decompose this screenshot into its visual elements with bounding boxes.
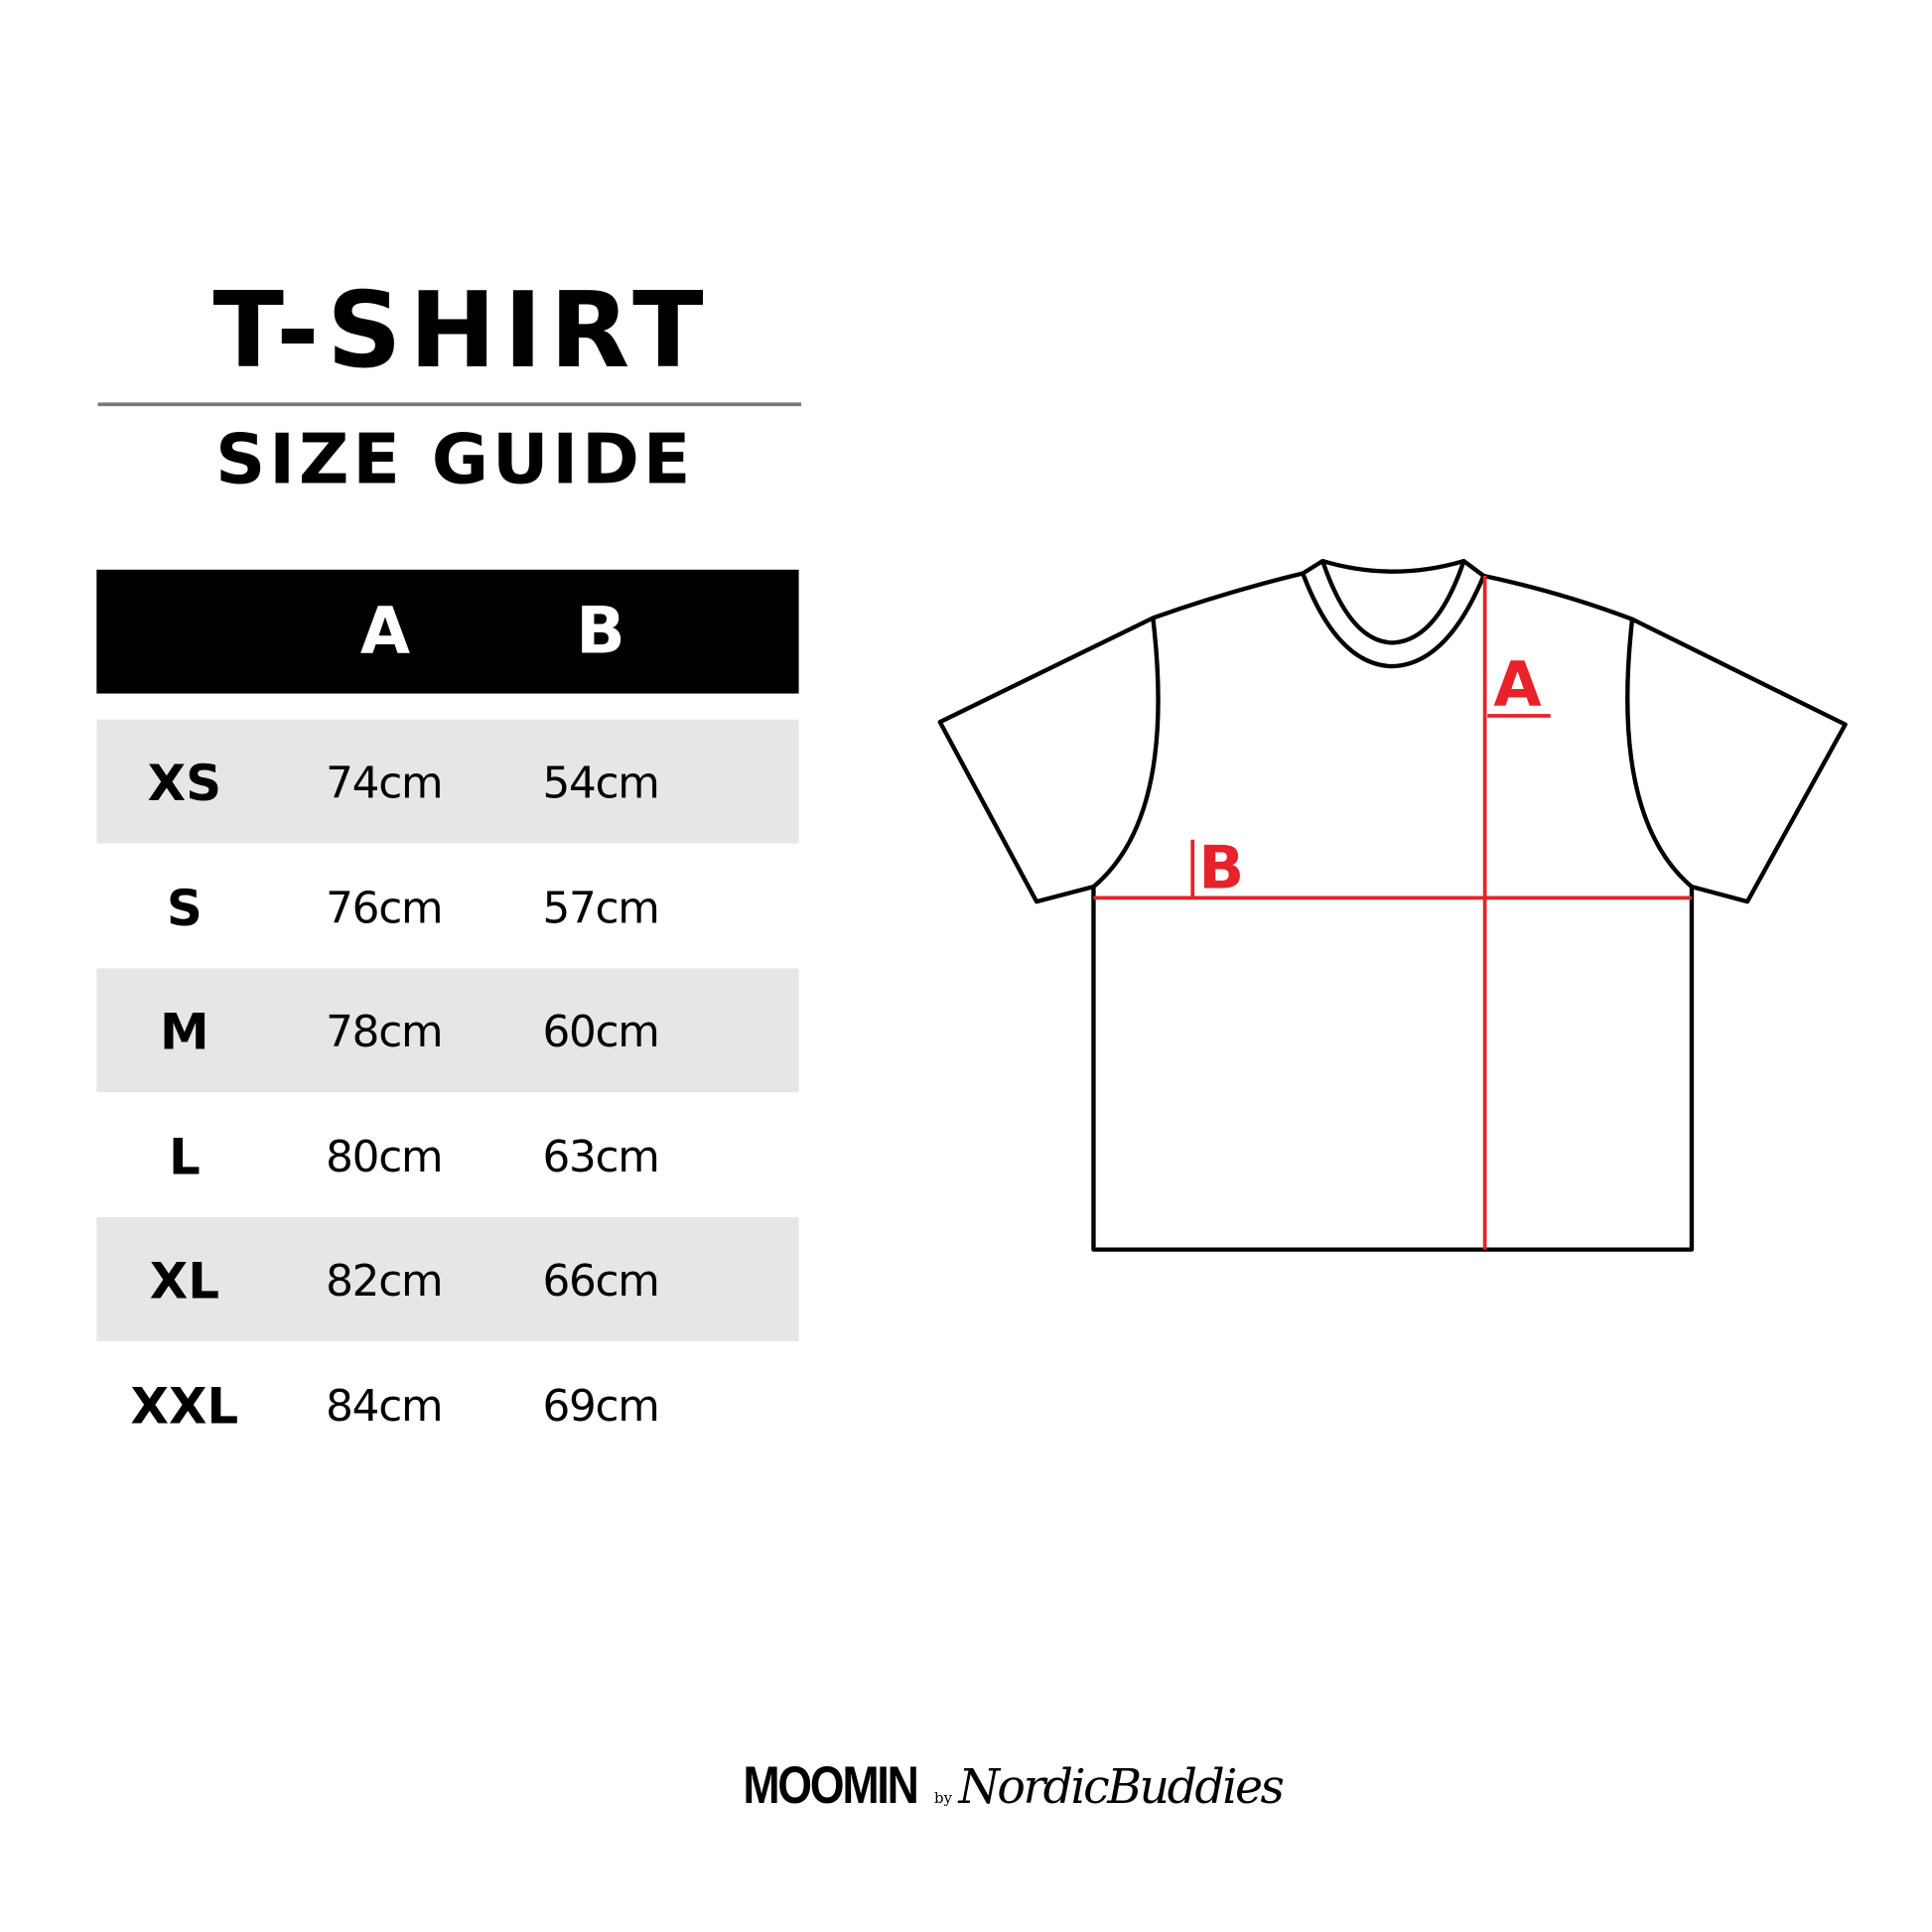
b-cell: 57cm [542, 884, 659, 934]
table-row: L 80cm 63cm [96, 1093, 798, 1217]
measure-a-label: A [1493, 648, 1541, 721]
table-row: M 78cm 60cm [96, 968, 799, 1093]
page-subtitle: SIZE GUIDE [215, 419, 695, 500]
table-row: XXL 84cm 69cm [96, 1342, 798, 1466]
logo-by: by [934, 1789, 953, 1807]
a-cell: 82cm [326, 1257, 443, 1308]
a-cell: 76cm [326, 884, 443, 934]
b-cell: 60cm [542, 1008, 659, 1058]
logo-moomin: MOOMIN [743, 1755, 918, 1815]
brand-logo: MOOMIN by NordicBuddies [743, 1755, 1284, 1816]
size-cell: XL [149, 1253, 219, 1311]
header-b: B [576, 594, 625, 669]
logo-nordicbuddies: NordicBuddies [958, 1759, 1284, 1815]
size-cell: M [160, 1004, 209, 1062]
measure-b-label: B [1198, 833, 1244, 902]
left-sleeve-seam [1092, 618, 1161, 889]
b-cell: 69cm [542, 1382, 659, 1432]
collar-trim [1320, 560, 1466, 645]
b-cell: 54cm [542, 759, 659, 809]
size-cell: XXL [130, 1378, 239, 1436]
right-sleeve-seam [1625, 619, 1694, 889]
a-cell: 78cm [326, 1008, 443, 1058]
a-cell: 74cm [326, 759, 443, 809]
title-divider [97, 402, 802, 407]
a-cell: 84cm [326, 1382, 443, 1432]
table-row: S 76cm 57cm [96, 844, 798, 968]
b-cell: 66cm [542, 1257, 659, 1308]
a-cell: 80cm [326, 1133, 443, 1183]
size-cell: XS [147, 755, 222, 813]
shirt-outline [937, 558, 1848, 1252]
collar-inner [1301, 572, 1486, 669]
size-cell: S [166, 880, 203, 937]
table-header: A B [96, 569, 799, 694]
b-cell: 63cm [542, 1133, 659, 1183]
size-cell: L [168, 1129, 201, 1186]
table-row: XS 74cm 54cm [96, 719, 799, 844]
header-a: A [359, 594, 411, 669]
table-row: XL 82cm 66cm [96, 1217, 799, 1342]
page-title: T-SHIRT [212, 269, 712, 392]
